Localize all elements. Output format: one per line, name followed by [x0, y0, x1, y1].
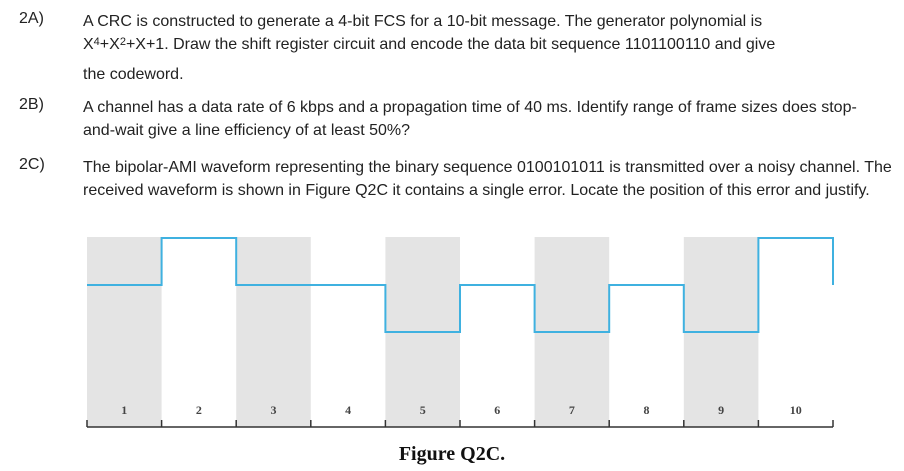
bit-label: 1	[121, 403, 127, 417]
question-line: the codeword.	[83, 66, 184, 83]
bit-label: 7	[569, 403, 575, 417]
shaded-interval	[534, 237, 610, 427]
question-text: A channel has a data rate of 6 kbps and …	[83, 99, 857, 139]
bit-label: 4	[345, 403, 351, 417]
bit-label: 8	[644, 403, 650, 417]
bit-label: 5	[420, 403, 426, 417]
polynomial-exponent: 2	[119, 36, 126, 48]
shaded-intervals	[87, 237, 759, 427]
question-text: A CRC is constructed to generate a 4-bit…	[83, 10, 898, 86]
bit-label: 9	[718, 403, 724, 417]
question-label: 2A)	[19, 10, 44, 27]
bit-label: 6	[494, 403, 500, 417]
question-line: +X+1. Draw the shift register circuit an…	[125, 36, 776, 53]
bit-label: 3	[271, 403, 277, 417]
figure-caption: Figure Q2C.	[398, 443, 506, 465]
polynomial-x: X	[83, 36, 94, 53]
shaded-interval	[385, 237, 460, 427]
polynomial-exponent: 4	[93, 36, 100, 48]
shaded-interval	[683, 237, 759, 427]
question-label: 2B)	[19, 96, 44, 113]
bit-label: 10	[790, 403, 802, 417]
question-label: 2C)	[19, 156, 45, 173]
bit-labels: 1 2 3 4 5 6 7 8 9 10	[121, 403, 801, 417]
question-line: A CRC is constructed to generate a 4-bit…	[83, 13, 763, 30]
shaded-interval	[236, 237, 311, 427]
waveform-line	[87, 237, 834, 333]
bit-label: 2	[196, 403, 202, 417]
question-text: The bipolar-AMI waveform representing th…	[83, 159, 892, 199]
polynomial-term: +X	[99, 36, 120, 53]
shaded-interval	[87, 237, 162, 427]
time-axis	[86, 420, 834, 428]
